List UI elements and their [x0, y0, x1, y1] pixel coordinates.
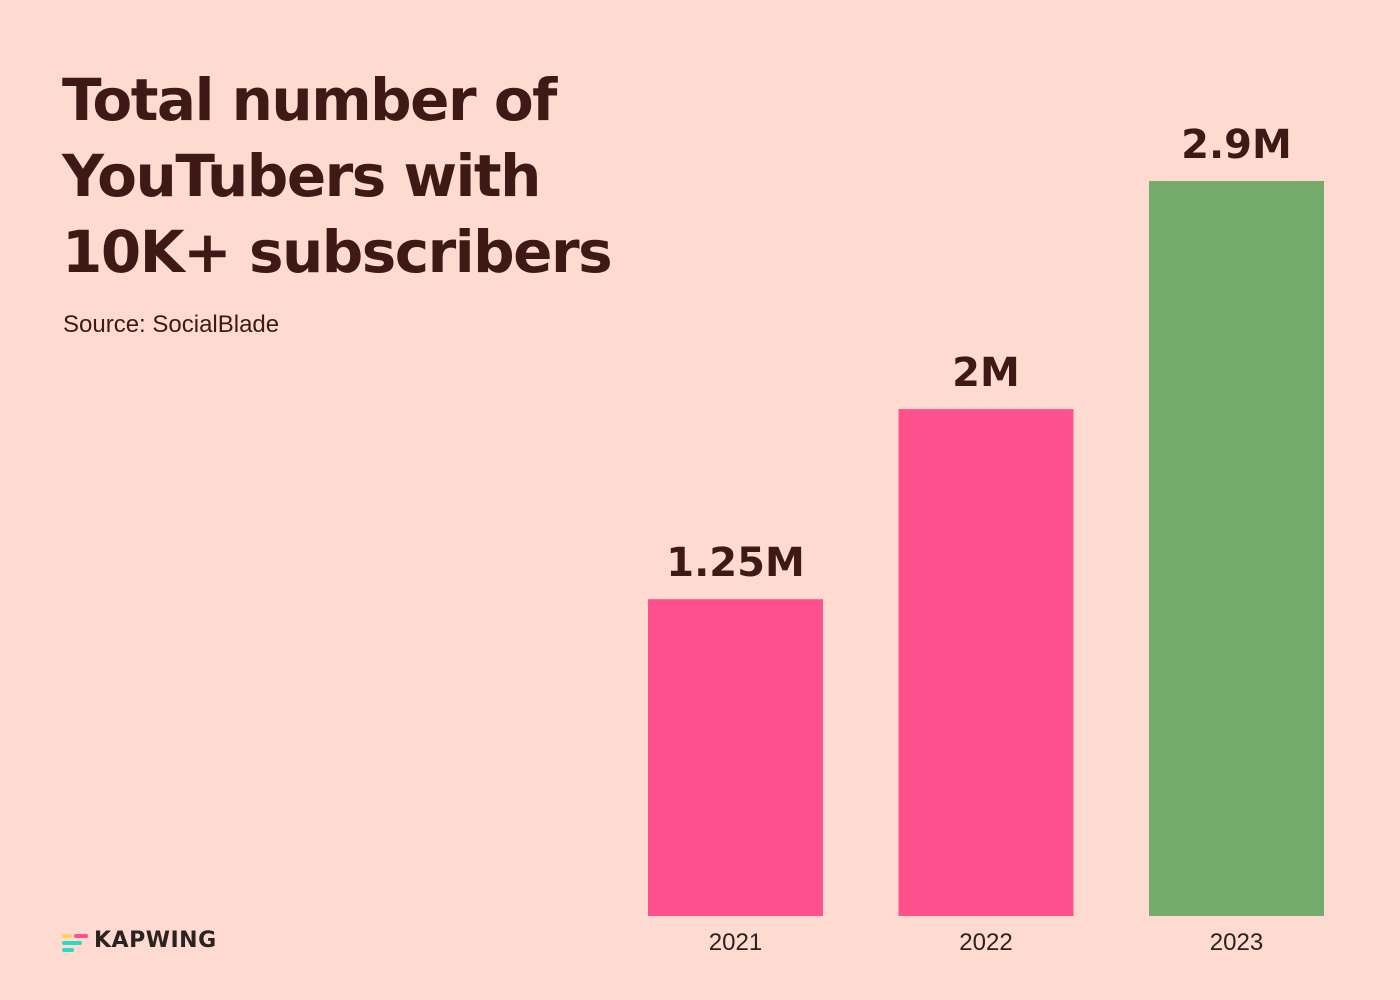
kapwing-logo-icon — [62, 930, 90, 952]
chart-title-line-3: 10K+ subscribers — [62, 218, 613, 286]
value-label-2022: 2M — [952, 350, 1020, 396]
chart-title-line-1: Total number of — [62, 66, 557, 134]
chart-title: Total number of YouTubers with 10K+ subs… — [62, 62, 662, 290]
value-label-2023: 2.9M — [1181, 122, 1292, 168]
bar-2023 — [1149, 181, 1324, 916]
x-tick-label-2023: 2023 — [1210, 929, 1263, 956]
x-tick-label-2022: 2022 — [959, 929, 1012, 956]
chart-title-line-2: YouTubers with — [62, 142, 541, 210]
value-label-2021: 1.25M — [666, 540, 805, 586]
kapwing-logo-text: KAPWING — [94, 928, 217, 953]
bar-2022 — [898, 409, 1074, 916]
kapwing-logo: KAPWING — [62, 928, 217, 953]
bar-2021 — [648, 599, 823, 916]
x-tick-label-2021: 2021 — [709, 929, 762, 956]
chart-source: Source: SocialBlade — [63, 311, 280, 338]
